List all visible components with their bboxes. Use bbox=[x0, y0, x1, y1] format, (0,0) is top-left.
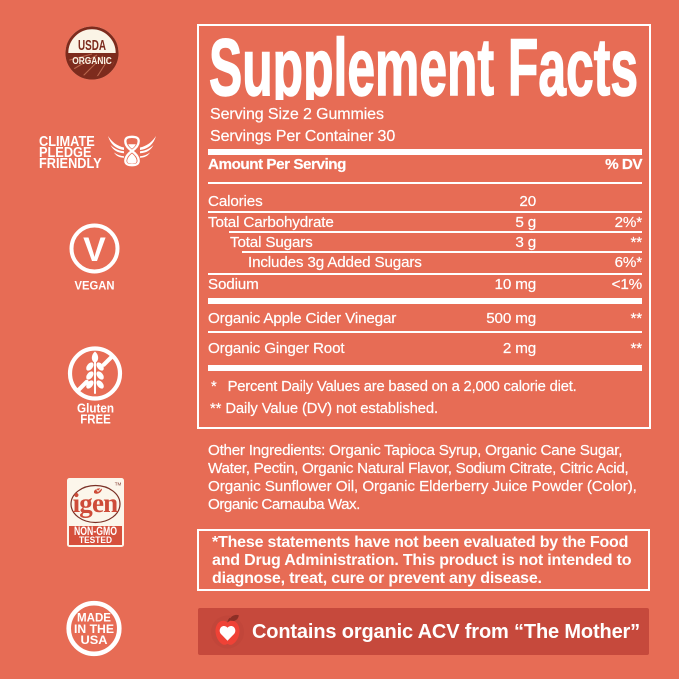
svg-text:TESTED: TESTED bbox=[79, 535, 112, 545]
svg-text:IN THE: IN THE bbox=[74, 623, 114, 636]
svg-text:V: V bbox=[83, 231, 106, 269]
svg-text:Gluten: Gluten bbox=[77, 401, 114, 416]
svg-text:VEGAN: VEGAN bbox=[75, 278, 115, 292]
svg-text:USDA: USDA bbox=[78, 38, 106, 54]
svg-text:FREE: FREE bbox=[80, 412, 111, 427]
svg-text:NON-GMO: NON-GMO bbox=[74, 526, 117, 538]
svg-text:USA: USA bbox=[81, 634, 109, 647]
svg-text:ORGANIC: ORGANIC bbox=[72, 56, 112, 67]
svg-text:TM: TM bbox=[115, 482, 122, 487]
svg-text:MADE: MADE bbox=[77, 611, 111, 624]
